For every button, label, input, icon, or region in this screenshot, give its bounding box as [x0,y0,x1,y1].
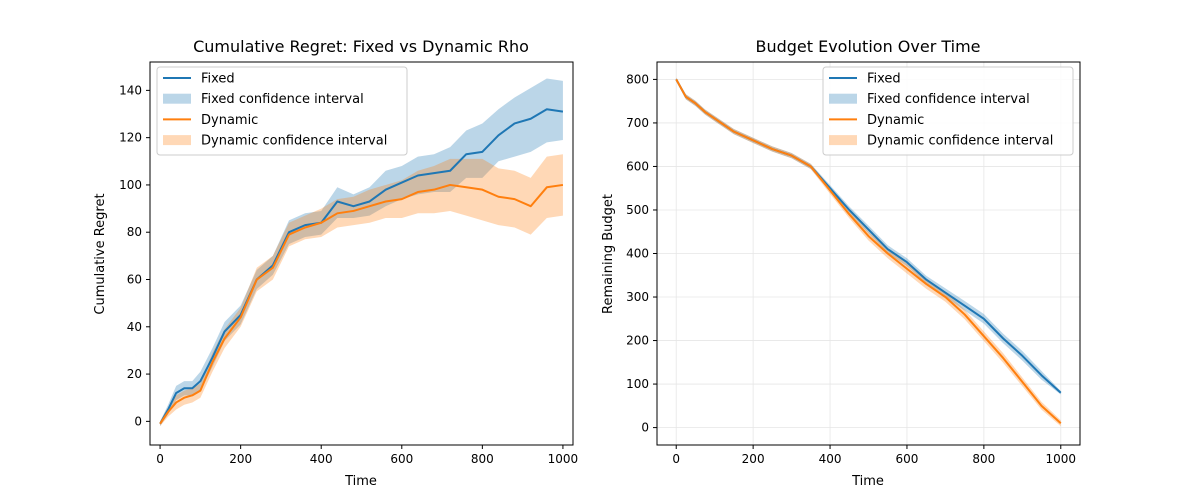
x-tick-label: 400 [819,452,842,466]
x-axis-label: Time [344,474,377,489]
y-tick-label: 80 [127,225,142,239]
y-tick-label: 100 [119,178,142,192]
x-tick-label: 1000 [548,452,579,466]
x-tick-label: 1000 [1045,452,1076,466]
confidence-band-fixed [160,78,563,427]
y-tick-label: 0 [641,421,649,435]
legend-label: Dynamic [867,113,924,128]
y-tick-label: 20 [127,367,142,381]
y-tick-label: 500 [626,203,649,217]
y-tick-label: 140 [119,83,142,97]
x-tick-label: 0 [672,452,680,466]
chart-cumulative-regret: Cumulative Regret: Fixed vs Dynamic Rho … [93,37,578,489]
x-tick-label: 200 [229,452,252,466]
y-tick-label: 0 [134,414,142,428]
legend-band-swatch [829,135,857,146]
plot-frame [149,61,574,446]
series-line-dynamic [159,183,564,425]
legend-band-swatch [163,93,191,104]
chart-budget-evolution: Budget Evolution Over Time Time Remainin… [601,37,1081,489]
x-tick-label: 800 [471,452,494,466]
y-tick-label: 300 [626,290,649,304]
y-tick-label: 800 [626,72,649,86]
chart-title: Budget Evolution Over Time [755,37,980,56]
y-tick-label: 600 [626,159,649,173]
x-tick-label: 400 [310,452,333,466]
x-axis-label: Time [851,474,884,489]
legend-band-swatch [829,93,857,104]
chart-title: Cumulative Regret: Fixed vs Dynamic Rho [193,37,529,56]
legend-band-swatch [163,135,191,146]
y-tick-label: 100 [626,377,649,391]
x-tick-label: 200 [742,452,765,466]
legend-box [156,66,408,156]
series-line-fixed [159,108,564,425]
x-tick-label: 600 [390,452,413,466]
legend-label: Dynamic [201,113,258,128]
legend-label: Dynamic confidence interval [201,134,387,149]
y-tick-label: 400 [626,247,649,261]
y-tick-label: 40 [127,320,142,334]
legend-box [822,66,1074,156]
legend-label: Fixed [867,72,901,87]
series-line-dynamic [675,78,1062,424]
legend-label: Dynamic confidence interval [867,134,1053,149]
y-axis-label: Cumulative Regret [93,193,108,314]
confidence-band-dynamic [160,154,563,427]
legend-label: Fixed [201,72,235,87]
x-tick-label: 800 [972,452,995,466]
y-tick-label: 120 [119,131,142,145]
legend-label: Fixed confidence interval [867,92,1030,107]
y-axis-label: Remaining Budget [601,194,616,314]
y-tick-label: 60 [127,273,142,287]
x-tick-label: 0 [156,452,164,466]
y-tick-label: 200 [626,334,649,348]
x-tick-label: 600 [896,452,919,466]
legend-label: Fixed confidence interval [201,92,364,107]
y-tick-label: 700 [626,116,649,130]
